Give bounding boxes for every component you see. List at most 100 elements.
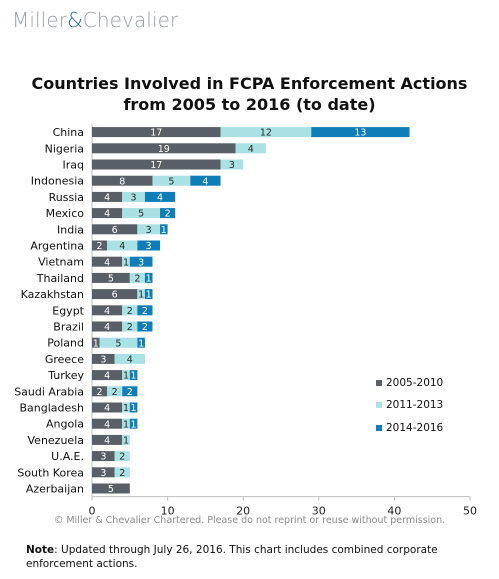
data-label: 1 [161, 225, 167, 236]
data-label: 1 [131, 403, 137, 414]
category-label: Egypt [52, 304, 84, 317]
bar-thailand-2014-2016 [144, 272, 153, 283]
x-tick-label: 40 [387, 505, 401, 518]
bar-thailand-2011-2013 [129, 272, 145, 283]
data-label: 6 [112, 225, 118, 236]
bar-argentina-2005-2010 [92, 240, 108, 251]
data-label: 2 [134, 274, 140, 285]
bar-egypt-2005-2010 [92, 305, 123, 316]
data-label: 3 [100, 468, 106, 479]
bar-poland-2014-2016 [137, 337, 145, 348]
category-label: Vietnam [38, 256, 84, 269]
bar-argentina-2011-2013 [107, 240, 138, 251]
data-label: 1 [131, 371, 137, 382]
bar-argentina-2014-2016 [137, 240, 161, 251]
data-label: 13 [354, 128, 366, 139]
bar-vietnam-2011-2013 [122, 256, 130, 267]
bar-angola-2005-2010 [92, 418, 123, 429]
data-label: 4 [104, 193, 110, 204]
chart-title-line-2: from 2005 to 2016 (to date) [123, 95, 376, 114]
bar-indonesia-2014-2016 [190, 175, 221, 186]
category-label: Nigeria [45, 142, 84, 155]
data-label: 2 [97, 241, 103, 252]
data-label: 3 [100, 452, 106, 463]
bar-poland-2011-2013 [99, 337, 138, 348]
bar-vietnam-2014-2016 [129, 256, 153, 267]
data-label: 2 [127, 387, 133, 398]
category-label: China [53, 126, 84, 139]
bar-mexico-2005-2010 [92, 208, 123, 219]
legend-label: 2011-2013 [386, 399, 443, 411]
data-label: 4 [104, 419, 110, 430]
bar-india-2011-2013 [137, 224, 161, 235]
data-label: 5 [108, 484, 114, 495]
x-tick-label: 50 [463, 505, 477, 518]
bar-egypt-2014-2016 [137, 305, 153, 316]
bar-nigeria-2005-2010 [92, 143, 236, 154]
chart-note-label: Note [26, 544, 55, 556]
data-label: 2 [165, 209, 171, 220]
data-label: 6 [112, 290, 118, 301]
bar-russia-2011-2013 [122, 191, 145, 202]
data-label: 3 [229, 160, 235, 171]
data-label: 2 [119, 452, 125, 463]
legend-label: 2014-2016 [386, 422, 444, 434]
bar-south-korea-2011-2013 [114, 467, 130, 478]
bar-mexico-2014-2016 [160, 208, 176, 219]
data-label: 1 [123, 403, 129, 414]
bar-india-2014-2016 [160, 224, 168, 235]
bar-indonesia-2011-2013 [152, 175, 191, 186]
bar-angola-2014-2016 [129, 418, 138, 429]
data-label: 3 [100, 355, 106, 366]
data-label: 2 [127, 306, 133, 317]
bar-saudi-arabia-2011-2013 [107, 386, 123, 397]
data-label: 1 [123, 257, 129, 268]
category-label: Saudi Arabia [14, 385, 84, 398]
data-label: 17 [150, 160, 162, 171]
category-label: Turkey [47, 369, 84, 382]
category-label: Argentina [30, 240, 84, 253]
bar-iraq-2011-2013 [220, 159, 244, 170]
data-label: 2 [142, 322, 148, 333]
data-label: 4 [104, 322, 110, 333]
bar-china-2014-2016 [311, 127, 410, 138]
bar-vietnam-2005-2010 [92, 256, 123, 267]
category-label: South Korea [17, 466, 84, 479]
data-label: 1 [123, 436, 129, 447]
data-label: 4 [248, 144, 254, 155]
data-label: 12 [260, 128, 272, 139]
bar-venezuela-2005-2010 [92, 434, 123, 445]
bar-brazil-2011-2013 [122, 321, 138, 332]
data-label: 4 [104, 209, 110, 220]
bar-poland-2005-2010 [92, 337, 100, 348]
bar-iraq-2005-2010 [92, 159, 221, 170]
bar-angola-2011-2013 [122, 418, 130, 429]
bar-bangladesh-2014-2016 [129, 402, 138, 413]
bar-russia-2014-2016 [144, 191, 176, 202]
bar-brazil-2014-2016 [137, 321, 153, 332]
bar-saudi-arabia-2005-2010 [92, 386, 108, 397]
bar-turkey-2011-2013 [122, 370, 130, 381]
data-label: 3 [146, 225, 152, 236]
category-label: Russia [49, 191, 84, 204]
x-tick-label: 10 [161, 505, 175, 518]
bar-bangladesh-2005-2010 [92, 402, 123, 413]
copyright-notice: © Miller & Chevalier Chartered. Please d… [53, 515, 446, 526]
data-label: 4 [104, 371, 110, 382]
bar-russia-2005-2010 [92, 191, 123, 202]
category-label: Venezuela [28, 434, 85, 447]
category-label: Thailand [36, 272, 84, 285]
data-label: 2 [112, 387, 118, 398]
category-label: Azerbaijan [26, 483, 84, 496]
bar-turkey-2005-2010 [92, 370, 123, 381]
legend-swatch-2014-2016 [376, 425, 382, 431]
bar-bangladesh-2011-2013 [122, 402, 130, 413]
category-label: Indonesia [31, 175, 84, 188]
category-label: Poland [47, 337, 84, 350]
category-label: Mexico [46, 207, 85, 220]
category-label: Kazakhstan [21, 288, 84, 301]
chart-note: Note: Updated through July 26, 2016. Thi… [26, 543, 496, 571]
data-label: 4 [119, 241, 125, 252]
data-label: 3 [138, 257, 144, 268]
bar-saudi-arabia-2014-2016 [122, 386, 138, 397]
